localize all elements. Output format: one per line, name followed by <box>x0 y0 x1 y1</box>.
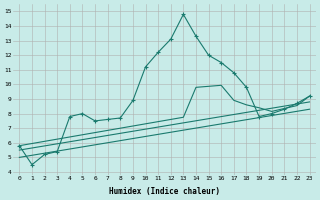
X-axis label: Humidex (Indice chaleur): Humidex (Indice chaleur) <box>109 187 220 196</box>
